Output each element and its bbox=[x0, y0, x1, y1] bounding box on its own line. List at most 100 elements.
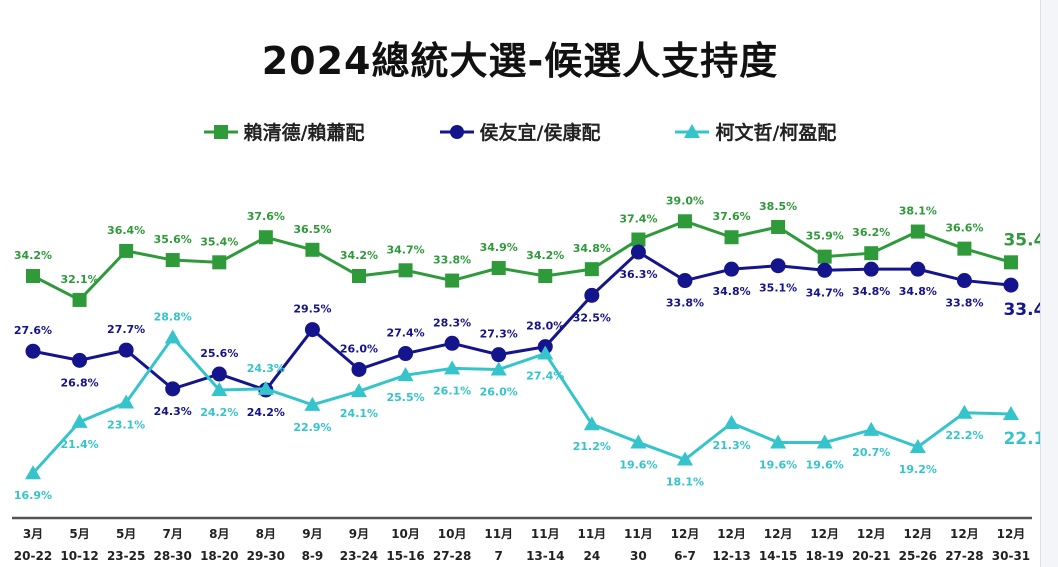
x-tick-label: 11月 bbox=[531, 527, 560, 541]
x-tick-label: 6-7 bbox=[674, 549, 696, 563]
data-label: 19.2% bbox=[899, 463, 937, 476]
x-tick-label: 11月 bbox=[484, 527, 513, 541]
data-point bbox=[956, 273, 972, 289]
legend-item: 柯文哲/柯盈配 bbox=[675, 118, 836, 145]
legend-marker bbox=[449, 124, 464, 139]
x-tick-label: 11月 bbox=[624, 527, 653, 541]
x-tick-label: 23-25 bbox=[107, 549, 145, 563]
data-label: 27.6% bbox=[14, 324, 52, 337]
x-tick-label: 25-26 bbox=[899, 549, 937, 563]
data-label: 23.1% bbox=[107, 419, 145, 432]
data-label: 37.6% bbox=[712, 210, 750, 223]
data-point bbox=[305, 242, 320, 257]
x-tick-label: 12月 bbox=[764, 527, 793, 541]
x-tick-label: 11月 bbox=[577, 527, 606, 541]
data-label: 38.5% bbox=[759, 200, 797, 213]
data-label: 34.8% bbox=[573, 242, 611, 255]
data-label: 27.4% bbox=[386, 327, 424, 340]
data-point bbox=[119, 243, 134, 258]
data-point bbox=[956, 404, 973, 419]
x-tick-label: 20-21 bbox=[852, 549, 890, 563]
data-point bbox=[863, 421, 880, 436]
x-tick-label: 8月 bbox=[209, 527, 229, 541]
data-label: 32.1% bbox=[60, 273, 98, 286]
data-point bbox=[491, 347, 507, 363]
data-label: 38.1% bbox=[899, 205, 937, 218]
data-point bbox=[1003, 255, 1018, 270]
x-tick-label: 10月 bbox=[391, 527, 420, 541]
data-point bbox=[72, 352, 88, 368]
x-tick-label: 5月 bbox=[116, 527, 136, 541]
data-label: 36.4% bbox=[107, 224, 145, 237]
data-label: 36.3% bbox=[619, 268, 657, 281]
data-label: 27.4% bbox=[526, 370, 564, 383]
data-point bbox=[350, 383, 367, 398]
data-label: 19.6% bbox=[806, 458, 844, 471]
data-point bbox=[1002, 405, 1019, 420]
data-label: 21.2% bbox=[573, 440, 611, 453]
data-label: 32.5% bbox=[573, 311, 611, 324]
data-point bbox=[118, 342, 134, 358]
data-label: 34.2% bbox=[14, 249, 52, 262]
legend-marker bbox=[684, 123, 701, 138]
data-label: 22.2% bbox=[945, 429, 983, 442]
data-point bbox=[724, 261, 740, 277]
data-point bbox=[677, 273, 693, 289]
data-label: 28.3% bbox=[433, 316, 471, 329]
data-label: 21.3% bbox=[712, 439, 750, 452]
data-label: 34.8% bbox=[712, 285, 750, 298]
data-label: 26.1% bbox=[433, 384, 471, 397]
data-label: 22.9% bbox=[293, 421, 331, 434]
data-label: 19.6% bbox=[619, 458, 657, 471]
legend-item: 賴清德/賴蕭配 bbox=[203, 118, 365, 145]
x-tick-label: 12月 bbox=[671, 527, 700, 541]
data-label: 25.6% bbox=[200, 347, 238, 360]
data-label: 36.2% bbox=[852, 226, 890, 239]
data-point bbox=[863, 261, 879, 277]
data-point bbox=[211, 366, 227, 382]
data-label: 22.1% bbox=[1003, 429, 1040, 449]
data-point bbox=[909, 439, 926, 453]
data-label: 35.4% bbox=[200, 235, 238, 248]
data-point bbox=[910, 261, 926, 277]
data-label: 20.7% bbox=[852, 446, 890, 459]
x-tick-label: 24 bbox=[583, 549, 600, 563]
x-tick-label: 27-28 bbox=[945, 549, 983, 563]
data-point bbox=[304, 396, 321, 411]
data-point bbox=[165, 253, 180, 268]
x-tick-label: 12月 bbox=[997, 527, 1026, 541]
data-label: 37.6% bbox=[247, 210, 285, 223]
x-tick-label: 13-14 bbox=[526, 549, 564, 563]
data-label: 33.4% bbox=[1003, 300, 1040, 320]
data-point bbox=[398, 263, 413, 278]
data-point bbox=[445, 273, 460, 288]
data-point bbox=[771, 219, 786, 234]
data-label: 26.0% bbox=[340, 342, 378, 355]
data-label: 24.2% bbox=[247, 406, 285, 419]
data-label: 36.5% bbox=[293, 223, 331, 236]
series-line-1 bbox=[32, 250, 1012, 392]
x-tick-label: 8-9 bbox=[302, 549, 324, 563]
legend-label: 柯文哲/柯盈配 bbox=[715, 122, 837, 144]
x-tick-label: 20-22 bbox=[14, 549, 52, 563]
data-label: 27.3% bbox=[480, 328, 518, 341]
x-tick-label: 12月 bbox=[903, 527, 932, 541]
data-point bbox=[212, 255, 227, 270]
legend-circle-icon bbox=[439, 124, 474, 139]
data-point bbox=[72, 292, 87, 307]
x-tick-label: 9月 bbox=[349, 527, 369, 541]
x-tick-label: 10-12 bbox=[60, 549, 98, 563]
data-point bbox=[817, 262, 833, 278]
x-tick-label: 23-24 bbox=[340, 549, 378, 563]
x-tick-label: 7 bbox=[495, 549, 503, 563]
data-point bbox=[258, 230, 273, 245]
data-label: 19.6% bbox=[759, 458, 797, 471]
data-label: 18.1% bbox=[666, 476, 704, 489]
data-point bbox=[630, 244, 646, 260]
legend-item: 侯友宜/侯康配 bbox=[439, 118, 600, 145]
data-label: 24.3% bbox=[247, 362, 285, 375]
data-label: 34.9% bbox=[480, 241, 518, 254]
data-point bbox=[584, 262, 599, 277]
data-label: 24.2% bbox=[200, 406, 238, 419]
data-point bbox=[1003, 277, 1019, 293]
